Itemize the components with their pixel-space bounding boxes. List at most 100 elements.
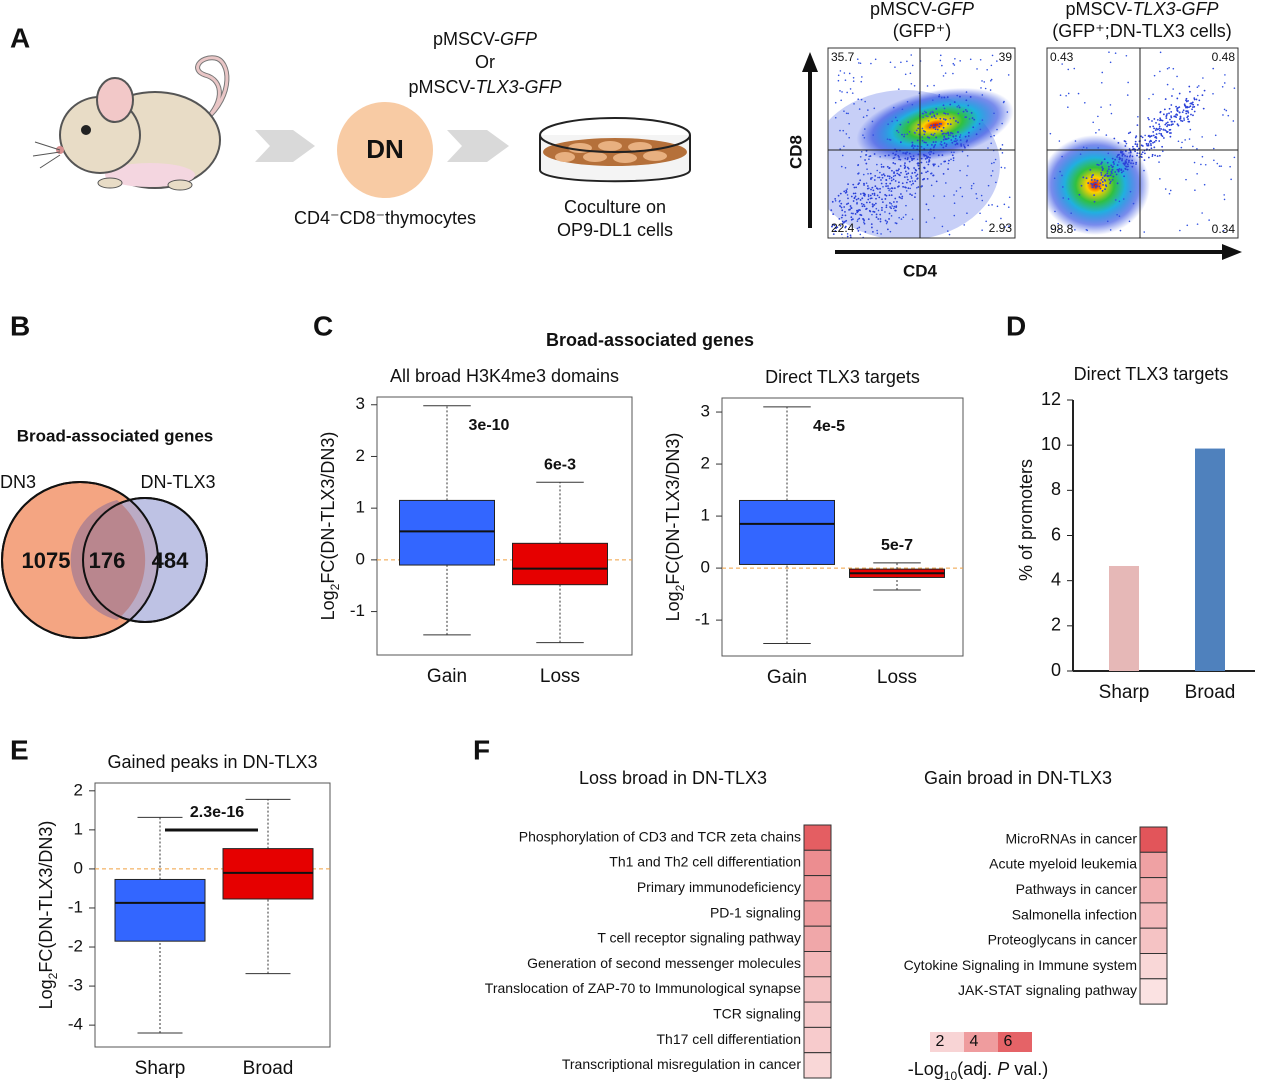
flow-dot [830,209,833,212]
flow-dot [831,223,834,226]
flow-dot [990,162,993,165]
flow-dot [1158,161,1160,163]
flow-dot [858,172,860,174]
flow-dot [955,120,957,122]
term-label: Acute myeloid leukemia [989,856,1137,872]
flow-dot [933,84,935,87]
flow-dot [942,146,945,149]
flow-dot [1002,101,1005,104]
flow-dot [817,236,819,238]
flow-dot [1114,199,1117,201]
flow-dot [852,200,855,202]
flow-dot [1125,165,1127,168]
flow-dot [910,175,912,178]
flow-dot [1196,147,1198,150]
panel-label: F [473,734,490,765]
flow-dot [961,150,964,153]
p-value: 5e-7 [881,537,913,554]
flow-dot [991,204,993,206]
flow-dot [1134,150,1137,153]
flow-dot [1107,174,1110,177]
flow-dot [1145,142,1148,145]
flow-dot [1196,173,1198,175]
flow-dot [856,227,859,230]
flow-dot [859,199,862,201]
flow-title: pMSCV-GFP [870,0,974,19]
flow-dot [953,151,955,154]
flow-dot [870,226,873,229]
flow-dot [920,161,923,164]
flow-dot [1097,147,1099,149]
flow-dot [1150,147,1153,150]
flow-dot [1170,132,1172,134]
flow-dot [1182,109,1185,112]
flow-dot [1171,95,1173,97]
flow-dot [873,211,876,213]
flow-dot [1160,134,1163,137]
flow-dot [1180,119,1182,122]
flow-dot [1181,141,1183,144]
flow-dot [1130,162,1132,164]
flow-dot [1161,145,1164,148]
flow-dot [911,141,914,144]
flow-dot [1070,212,1072,214]
flow-dot [935,117,937,120]
flow-dot [896,200,898,203]
flow-dot [1126,94,1129,96]
flow-dot [930,184,933,187]
flow-dot [1004,226,1006,228]
flow-dot [1183,103,1186,106]
flow-dot [952,157,955,159]
flow-dot [1187,111,1190,114]
flow-dot [916,145,919,147]
flow-dot [912,147,915,150]
flow-dot [1102,184,1104,186]
flow-dot [1208,219,1210,221]
flow-dot [1172,88,1174,90]
flow-dot [950,151,953,154]
flow-dot [887,185,889,187]
flow-dot [906,151,908,154]
y-tick-label: 2 [701,454,710,473]
flow-dot [1111,178,1114,181]
flow-dot [952,62,955,65]
flow-dot [1170,124,1173,126]
flow-dot [858,108,861,110]
bar [1195,448,1225,671]
flow-dot [1000,217,1002,220]
flow-dot [888,175,891,178]
flow-dot [888,189,890,192]
flow-dot [928,136,931,139]
flow-dot [1100,179,1103,181]
flow-dot [1159,178,1161,180]
y-axis-label: Log2FC(DN-TLX3/DN3) [36,821,60,1010]
flow-dot [959,95,961,98]
y-axis-label-part: FC(DN-TLX3/DN3) [318,432,338,584]
flow-dot [869,155,872,157]
flow-dot [837,79,840,82]
flow-dot [918,167,920,170]
flow-dot [1176,75,1178,78]
flow-dot [953,202,956,205]
flow-dot [965,140,968,143]
flow-dot [1224,74,1226,76]
flow-dot [858,62,860,64]
flow-dot [901,195,904,198]
flow-dot [863,182,865,185]
flow-dot [869,194,872,197]
panel-title: Broad-associated genes [546,330,754,350]
flow-dot [843,190,846,193]
colorbar-tick-label: 4 [970,1033,979,1050]
flow-dot [839,70,842,72]
flow-dot [940,96,943,99]
flow-dot [1061,155,1063,158]
flow-dot [872,239,874,241]
flow-dot [991,170,994,172]
flow-dot [849,234,852,237]
flow-dot [858,226,861,229]
flow-dot [1204,163,1207,166]
flow-dot [1176,110,1179,113]
flow-dot [1073,67,1076,70]
flow-dot [884,211,886,213]
flow-dot [944,160,947,163]
